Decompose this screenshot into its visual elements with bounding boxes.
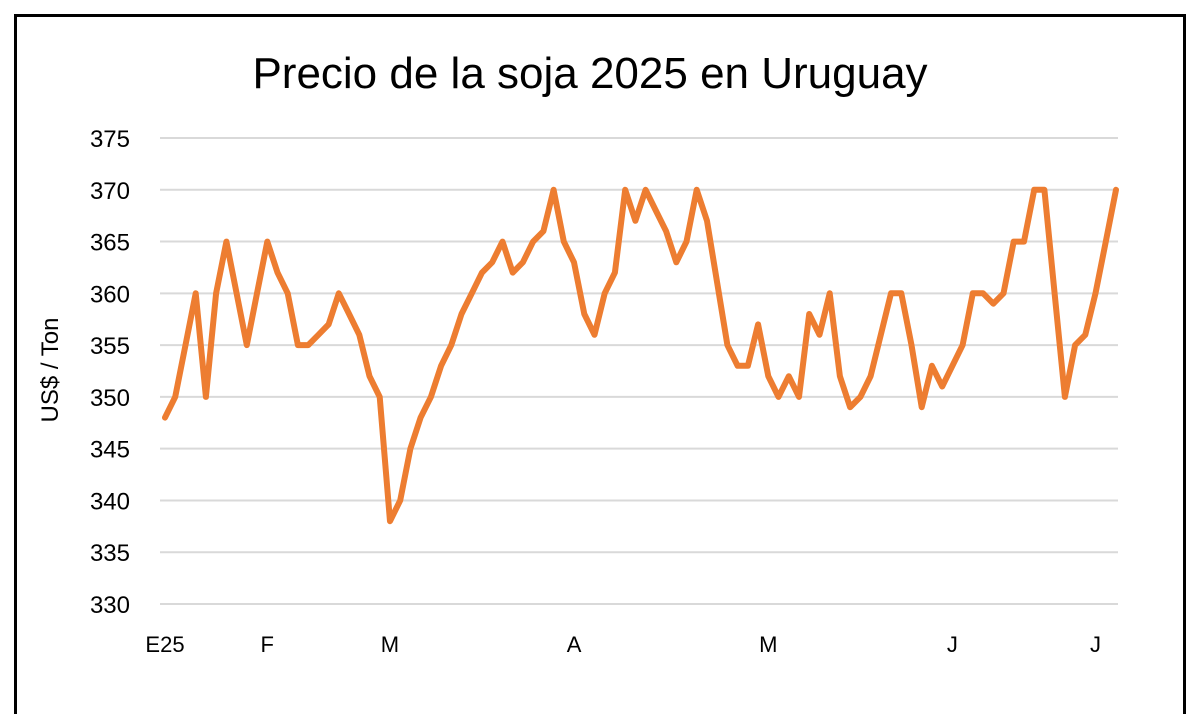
y-tick-label: 335 bbox=[90, 540, 130, 567]
series-line bbox=[165, 190, 1116, 521]
y-tick-label: 365 bbox=[90, 230, 130, 257]
y-tick-label: 355 bbox=[90, 333, 130, 360]
x-tick-label: M bbox=[381, 632, 399, 657]
x-tick-label: E25 bbox=[145, 632, 184, 657]
y-tick-label: 340 bbox=[90, 488, 130, 515]
y-tick-label: 370 bbox=[90, 178, 130, 205]
line-chart: Precio de la soja 2025 en Uruguay US$ / … bbox=[0, 0, 1200, 675]
x-tick-label: F bbox=[261, 632, 274, 657]
x-tick-label: J bbox=[1090, 632, 1101, 657]
y-tick-label: 330 bbox=[90, 592, 130, 619]
x-tick-label: J bbox=[947, 632, 958, 657]
y-tick-label: 375 bbox=[90, 126, 130, 153]
y-axis-title: US$ / Ton bbox=[37, 318, 64, 423]
y-tick-label: 350 bbox=[90, 385, 130, 412]
y-axis-ticks: 375 370 365 360 355 350 345 340 335 330 bbox=[90, 126, 130, 619]
x-tick-label: A bbox=[567, 632, 582, 657]
x-axis-ticks: E25 F M A M J J bbox=[145, 632, 1101, 657]
x-tick-label: M bbox=[759, 632, 777, 657]
y-tick-label: 360 bbox=[90, 281, 130, 308]
chart-title: Precio de la soja 2025 en Uruguay bbox=[252, 49, 927, 98]
series-layer bbox=[165, 190, 1116, 522]
y-tick-label: 345 bbox=[90, 437, 130, 464]
